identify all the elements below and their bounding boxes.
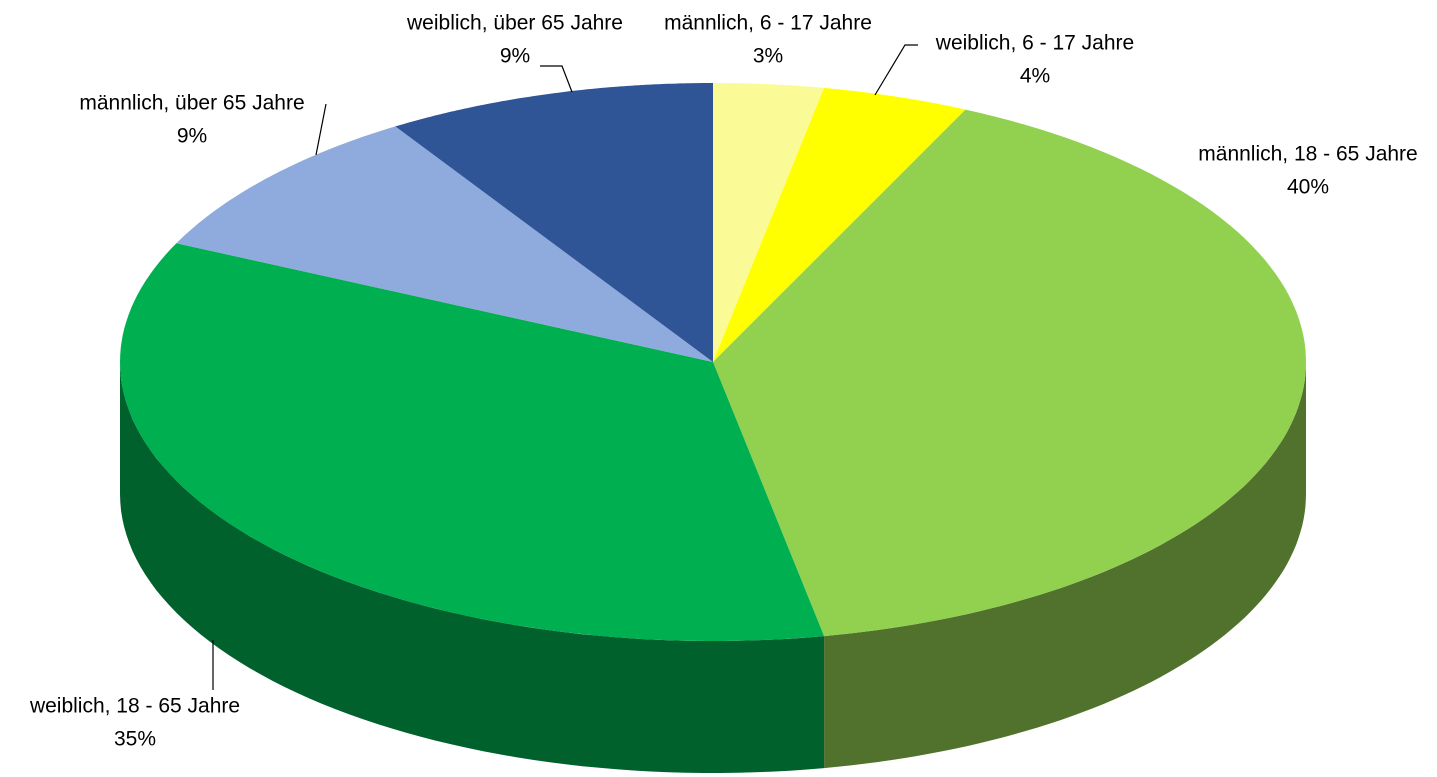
leader-line bbox=[315, 103, 327, 156]
slice-label: männlich, 18 - 65 Jahre bbox=[1198, 143, 1417, 166]
slice-value-label: 9% bbox=[177, 125, 207, 148]
slice-side bbox=[120, 362, 825, 773]
slice-value-label: 35% bbox=[114, 728, 156, 751]
slice-side bbox=[824, 362, 1306, 769]
pie-slice bbox=[395, 83, 713, 362]
pie-slice bbox=[176, 126, 713, 363]
slice-value-label: 3% bbox=[753, 45, 783, 68]
pie-sides bbox=[120, 362, 1306, 773]
slice-value-label: 9% bbox=[500, 45, 530, 68]
pie-slice bbox=[713, 109, 1306, 637]
slice-label: männlich, über 65 Jahre bbox=[79, 92, 304, 115]
slice-value-label: 4% bbox=[1020, 65, 1050, 88]
leader-line bbox=[540, 65, 573, 93]
leader-lines bbox=[212, 44, 918, 690]
slice-label: weiblich, über 65 Jahre bbox=[406, 12, 623, 35]
pie-slice bbox=[713, 83, 825, 362]
labels: männlich, 6 - 17 Jahre 3% weiblich, 6 - 17… bbox=[29, 12, 1418, 751]
slice-label: weiblich, 6 - 17 Jahre bbox=[935, 32, 1134, 55]
slice-value-label: 40% bbox=[1287, 176, 1329, 199]
slice-label: männlich, 6 - 17 Jahre bbox=[664, 12, 872, 35]
pie-tops bbox=[120, 83, 1306, 641]
pie-slice bbox=[120, 243, 825, 641]
pie-slice bbox=[713, 87, 966, 363]
leader-line bbox=[874, 44, 918, 96]
slice-label: weiblich, 18 - 65 Jahre bbox=[29, 695, 240, 718]
